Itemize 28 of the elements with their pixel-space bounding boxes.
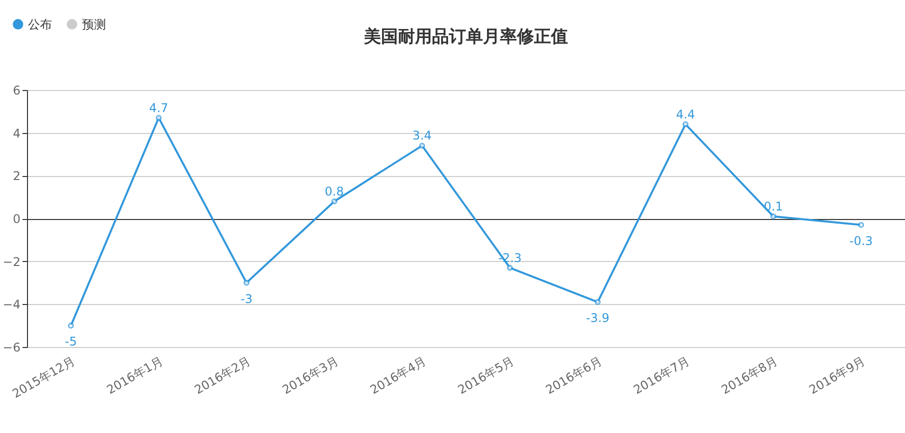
point (594, 299, 601, 306)
data-label: 4.7 (149, 100, 168, 115)
point (68, 322, 74, 329)
data-label: 0.8 (324, 184, 344, 198)
point (244, 280, 250, 286)
y-tick-label: −2 (2, 254, 20, 269)
point (770, 213, 776, 220)
chart-title: 美国耐用品订单月率修正值 (363, 27, 568, 47)
point (331, 198, 338, 204)
data-label: 4.4 (676, 107, 696, 122)
data-label: 3.4 (412, 128, 432, 143)
y-tick-label: 4 (12, 126, 20, 140)
point (156, 114, 162, 121)
y-tick-label: 0 (12, 212, 20, 226)
y-tick-label: 6 (12, 84, 20, 98)
data-label: -5 (64, 334, 77, 349)
legend-label: 公布 (28, 17, 52, 32)
point (506, 264, 513, 271)
data-label: -0.3 (849, 234, 873, 248)
data-label: -3 (240, 292, 252, 306)
point (858, 222, 864, 228)
y-tick-label: 2 (12, 169, 20, 184)
y-tick-label: −4 (2, 298, 20, 312)
point (682, 121, 688, 128)
point (419, 142, 426, 149)
legend-label: 预测 (82, 17, 106, 32)
y-tick-label: −6 (2, 340, 20, 354)
data-label: -3.9 (586, 311, 610, 326)
